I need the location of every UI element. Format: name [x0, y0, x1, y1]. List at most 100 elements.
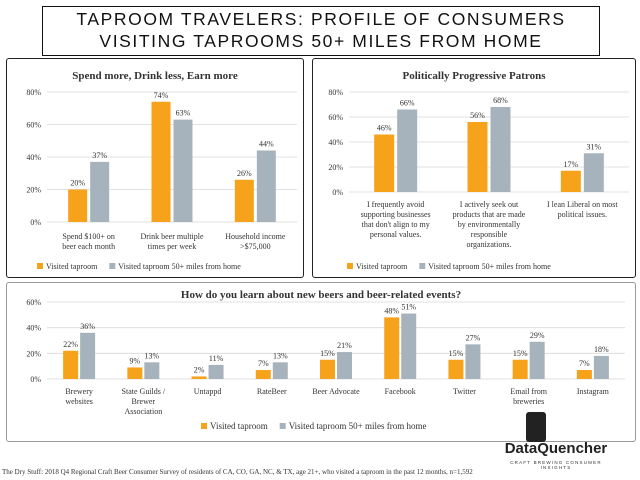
data-label: 74%	[154, 91, 169, 100]
category-label: political issues.	[558, 210, 607, 219]
category-label: Twitter	[453, 387, 476, 396]
y-tick-label: 0%	[332, 188, 343, 197]
bar	[530, 342, 545, 379]
y-tick-label: 0%	[30, 218, 41, 227]
bar	[174, 120, 193, 222]
bar	[384, 317, 399, 379]
data-label: 15%	[513, 349, 528, 358]
category-label: Instagram	[577, 387, 610, 396]
category-label: by environmentally	[458, 220, 520, 229]
data-label: 66%	[400, 99, 415, 108]
y-tick-label: 40%	[328, 138, 343, 147]
y-tick-label: 60%	[328, 113, 343, 122]
category-label: I actively seek out	[460, 200, 519, 209]
legend-label: Visited taproom	[46, 262, 98, 271]
legend-label: Visited taproom 50+ miles from home	[118, 262, 241, 271]
data-label: 68%	[493, 96, 508, 105]
category-label: State Guilds /	[122, 387, 166, 396]
bar	[127, 367, 142, 379]
header-title-line1: TAPROOM TRAVELERS: PROFILE OF CONSUMERS	[43, 9, 599, 30]
category-label: Spend $100+ on	[62, 232, 115, 241]
data-label: 31%	[586, 142, 601, 151]
data-label: 2%	[194, 365, 205, 374]
legend-label: Visited taproom	[210, 421, 268, 431]
legend-swatch	[419, 263, 425, 269]
category-label: Facebook	[385, 387, 416, 396]
category-label: Brewery	[65, 387, 93, 396]
data-label: 17%	[563, 160, 578, 169]
header-title-line2: VISITING TAPROOMS 50+ MILES FROM HOME	[43, 31, 599, 52]
chart-spend: Spend more, Drink less, Earn more 0% 20% 40…	[7, 59, 303, 277]
footer-source: The Dry Stuff: 2018 Q4 Regional Craft Be…	[2, 468, 522, 476]
data-label: 13%	[144, 351, 159, 360]
bar	[209, 365, 224, 379]
y-tick-label: 0%	[30, 375, 41, 384]
y-tick-label: 80%	[26, 88, 41, 97]
category-label: breweries	[513, 397, 544, 406]
category-label: Brewer	[132, 397, 156, 406]
bar	[63, 351, 78, 379]
y-tick-label: 60%	[26, 298, 41, 307]
category-label: Beer Advocate	[312, 387, 360, 396]
legend-label: Visited taproom 50+ miles from home	[289, 421, 427, 431]
bar	[337, 352, 352, 379]
data-label: 15%	[449, 349, 464, 358]
category-label: Household income	[225, 232, 286, 241]
data-label: 13%	[273, 351, 288, 360]
data-label: 15%	[320, 349, 335, 358]
data-label: 26%	[237, 169, 252, 178]
category-label: that don't align to my	[362, 220, 430, 229]
logo-name: DataQuencher	[496, 440, 616, 457]
data-label: 27%	[466, 333, 481, 342]
legend-label: Visited taproom 50+ miles from home	[428, 262, 551, 271]
legend-swatch	[347, 263, 353, 269]
category-label: >$75,000	[240, 242, 271, 251]
bar	[561, 171, 581, 192]
bar	[584, 153, 604, 192]
data-label: 20%	[70, 179, 85, 188]
data-label: 9%	[129, 356, 140, 365]
data-label: 21%	[337, 341, 352, 350]
data-label: 63%	[176, 109, 191, 118]
y-tick-label: 40%	[26, 324, 41, 333]
bar	[257, 151, 276, 223]
data-label: 56%	[470, 111, 485, 120]
y-tick-label: 20%	[26, 186, 41, 195]
data-label: 51%	[401, 303, 416, 312]
chart-title: Politically Progressive Patrons	[403, 70, 547, 82]
bar	[465, 344, 480, 379]
bar	[235, 180, 254, 222]
bar	[448, 360, 463, 379]
category-label: RateBeer	[257, 387, 287, 396]
y-tick-label: 20%	[328, 163, 343, 172]
legend-swatch	[201, 423, 207, 429]
bar	[320, 360, 335, 379]
y-tick-label: 80%	[328, 88, 343, 97]
category-label: products that are made	[453, 210, 526, 219]
chart-title: Spend more, Drink less, Earn more	[72, 70, 238, 82]
legend-swatch	[280, 423, 286, 429]
y-tick-label: 40%	[26, 153, 41, 162]
page-header: TAPROOM TRAVELERS: PROFILE OF CONSUMERS …	[42, 6, 600, 56]
category-label: I lean Liberal on most	[547, 200, 618, 209]
data-label: 18%	[594, 345, 609, 354]
bar	[68, 190, 87, 223]
bar	[594, 356, 609, 379]
chart-political: Politically Progressive Patrons 0% 20% 40% 6…	[313, 59, 635, 277]
category-label: Untappd	[194, 387, 222, 396]
category-label: Drink beer multiple	[140, 232, 204, 241]
category-label: responsible	[471, 230, 508, 239]
bar	[273, 362, 288, 379]
bar	[152, 102, 171, 222]
y-tick-label: 20%	[26, 349, 41, 358]
category-label: I frequently avoid	[367, 200, 424, 209]
bar	[80, 333, 95, 379]
data-label: 7%	[258, 359, 269, 368]
category-label: personal values.	[370, 230, 422, 239]
category-label: organizations.	[467, 240, 512, 249]
category-label: supporting businesses	[361, 210, 431, 219]
category-label: beer each month	[62, 242, 115, 251]
category-label: websites	[65, 397, 93, 406]
bar	[256, 370, 271, 379]
data-label: 37%	[92, 151, 107, 160]
